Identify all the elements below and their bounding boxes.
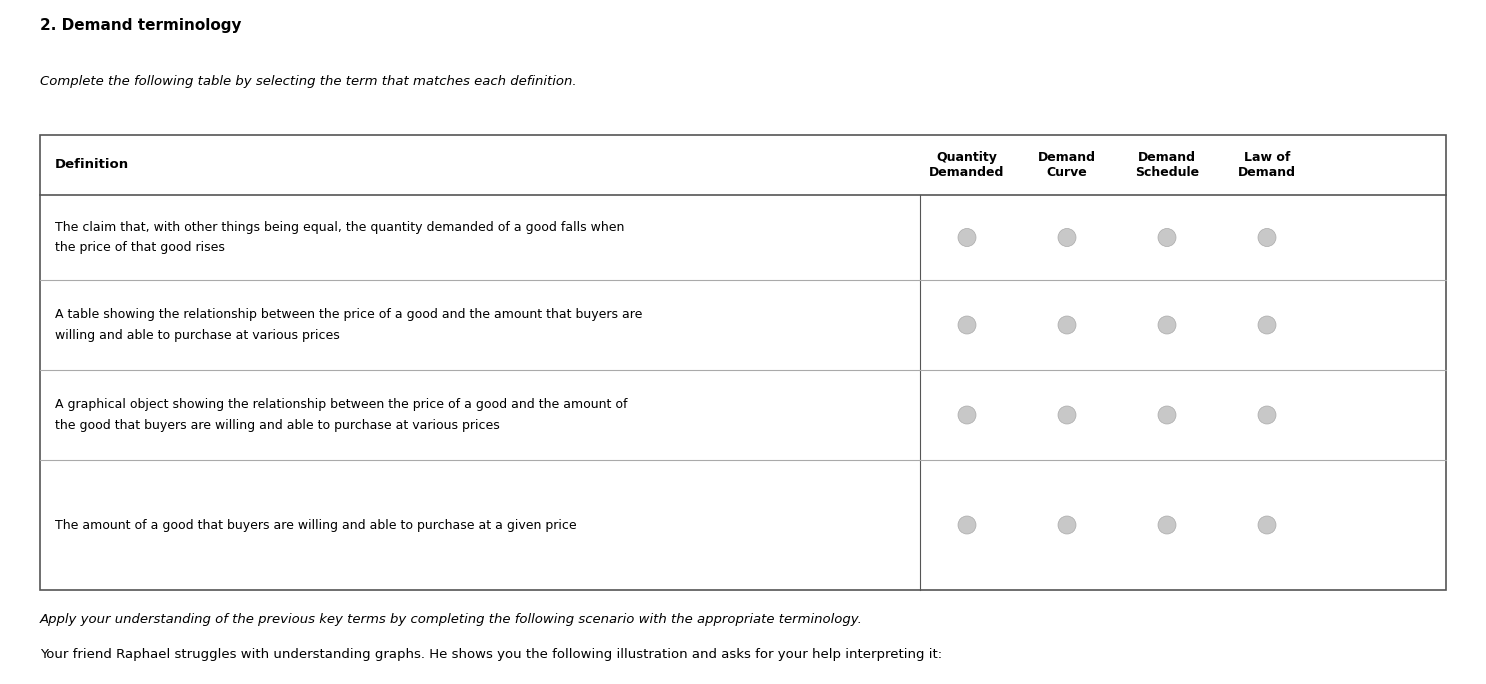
- Text: 2. Demand terminology: 2. Demand terminology: [40, 18, 242, 33]
- Text: Apply your understanding of the previous key terms by completing the following s: Apply your understanding of the previous…: [40, 613, 863, 626]
- Text: Demand
Curve: Demand Curve: [1039, 151, 1097, 179]
- Text: Your friend Raphael struggles with understanding graphs. He shows you the follow: Your friend Raphael struggles with under…: [40, 648, 942, 661]
- Text: Quantity
Demanded: Quantity Demanded: [929, 151, 1005, 179]
- Text: Demand
Schedule: Demand Schedule: [1135, 151, 1199, 179]
- Text: A table showing the relationship between the price of a good and the amount that: A table showing the relationship between…: [55, 308, 642, 342]
- Text: The claim that, with other things being equal, the quantity demanded of a good f: The claim that, with other things being …: [55, 220, 624, 254]
- Text: The amount of a good that buyers are willing and able to purchase at a given pri: The amount of a good that buyers are wil…: [55, 518, 577, 531]
- Text: Complete the following table by selecting the term that matches each definition.: Complete the following table by selectin…: [40, 75, 577, 88]
- Text: Law of
Demand: Law of Demand: [1238, 151, 1296, 179]
- Text: Definition: Definition: [55, 159, 129, 172]
- Text: A graphical object showing the relationship between the price of a good and the : A graphical object showing the relations…: [55, 398, 627, 432]
